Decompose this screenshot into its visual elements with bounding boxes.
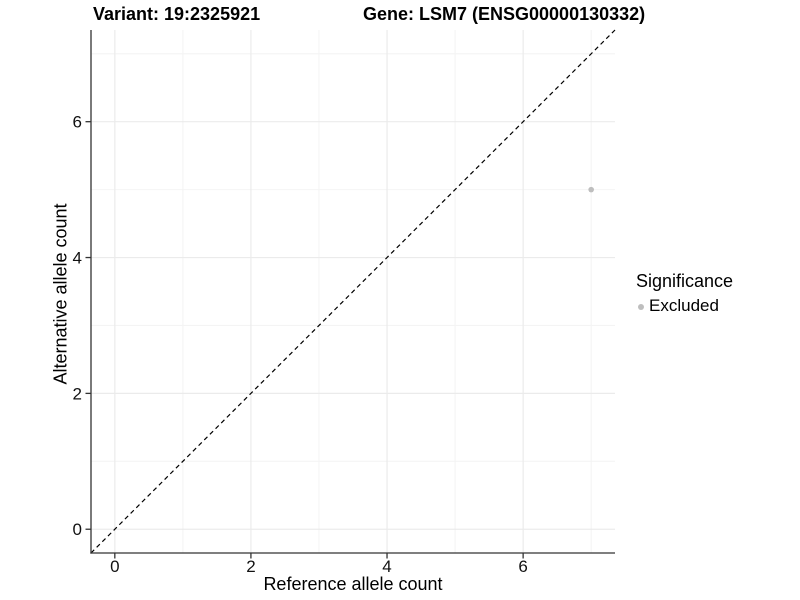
y-axis-title: Alternative allele count	[50, 203, 71, 385]
x-tick-label: 2	[246, 557, 255, 576]
x-tick-label: 4	[382, 557, 391, 576]
x-tick-label: 0	[110, 557, 119, 576]
legend-item-label: Excluded	[649, 296, 719, 315]
y-tick-label: 0	[73, 520, 82, 539]
y-tick-label: 2	[73, 384, 82, 403]
legend-items: Excluded	[636, 296, 733, 316]
plot-title-gene: Gene: LSM7 (ENSG00000130332)	[363, 4, 646, 24]
x-tick-label: 6	[518, 557, 527, 576]
legend-item: Excluded	[636, 296, 733, 316]
y-tick-label: 6	[73, 113, 82, 132]
legend-point-icon	[638, 303, 644, 310]
identity-dashed-line	[90, 29, 616, 554]
y-tick-label: 4	[73, 249, 82, 268]
legend: Significance Excluded	[636, 271, 733, 316]
data-point	[588, 186, 594, 193]
legend-title: Significance	[636, 271, 734, 291]
plot-title-variant: Variant: 19:2325921	[93, 4, 261, 24]
x-axis-title: Reference allele count	[263, 574, 443, 594]
